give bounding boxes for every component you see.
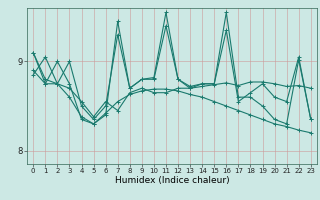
X-axis label: Humidex (Indice chaleur): Humidex (Indice chaleur) bbox=[115, 176, 229, 185]
